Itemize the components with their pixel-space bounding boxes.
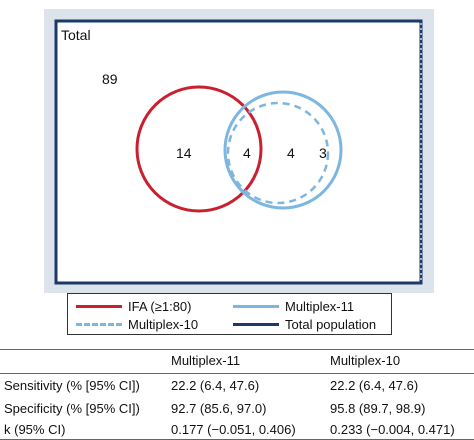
legend-label-multiplex-10: Multiplex-10 [128,316,199,332]
table-header-multiplex-10: Multiplex-10 [330,353,401,368]
legend-label-multiplex-11: Multiplex-11 [285,298,355,314]
total-label: Total [61,27,91,43]
sensitivity-multiplex-10: 22.2 (6.4, 47.6) [330,378,419,393]
ifa-circle [135,85,263,213]
kappa-multiplex-11: 0.177 (−0.051, 0.406) [171,422,296,437]
total-population-rect [54,19,423,285]
row-label-kappa: k (95% CI) [4,422,66,437]
venn-diagram: Total 89 14 4 4 3 [54,19,423,285]
multiplex-11-line-icon [233,304,279,308]
specificity-multiplex-11: 92.7 (85.6, 97.0) [171,401,267,416]
multiplex-10-circle [226,101,330,205]
legend-label-total-population: Total population [285,316,377,332]
multiplex-10-line-icon [76,322,122,326]
ifa-only-count: 14 [176,145,192,161]
legend: IFA (≥1:80) Multiplex-11 Multiplex-10 To… [67,293,392,335]
multiplex-11-circle [223,90,343,210]
legend-label-ifa: IFA (≥1:80) [128,298,192,314]
sensitivity-multiplex-11: 22.2 (6.4, 47.6) [171,378,260,393]
intersection-count: 4 [243,145,251,161]
total-population-line-icon [233,322,279,326]
kappa-multiplex-10: 0.233 (−0.004, 0.471) [330,422,455,437]
table-header-multiplex-11: Multiplex-11 [171,353,241,368]
outside-count: 89 [102,71,118,87]
legend-item-multiplex-11: Multiplex-11 [233,297,354,315]
row-label-sensitivity: Sensitivity (% [95% CI]) [4,378,140,393]
venn-plot-area: Total 89 14 4 4 3 [44,9,434,293]
legend-item-multiplex-10: Multiplex-10 [76,315,198,333]
table-header-rule [0,373,474,374]
ifa-line-icon [76,304,122,308]
legend-item-total-population: Total population [233,315,376,333]
multiplex-11-only-count: 3 [319,145,327,161]
table-top-rule [0,349,474,350]
specificity-multiplex-10: 95.8 (89.7, 98.9) [330,401,426,416]
legend-item-ifa: IFA (≥1:80) [76,297,192,315]
multiplex-only-count: 4 [287,145,295,161]
row-label-specificity: Specificity (% [95% CI]) [4,401,140,416]
